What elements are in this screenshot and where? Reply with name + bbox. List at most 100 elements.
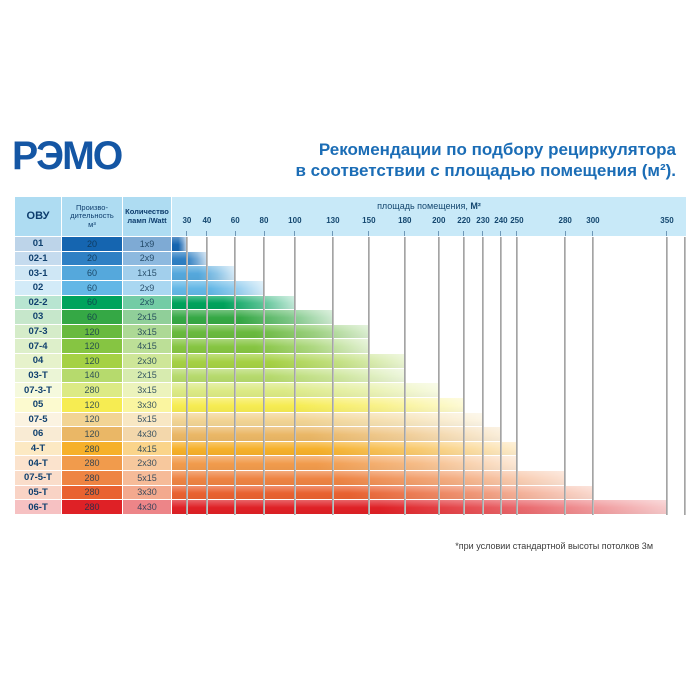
tick-mark (564, 231, 566, 236)
table-row: 07-3 120 3x15 (15, 324, 686, 340)
area-bar (172, 280, 264, 295)
tick-label: 220 (457, 216, 471, 225)
lamps-cell: 2x9 (123, 295, 172, 310)
tick-label: 300 (586, 216, 600, 225)
area-scale-unit: М² (470, 201, 481, 211)
tick-mark (666, 231, 668, 236)
model-cell: 07-3 (15, 324, 62, 339)
model-cell: 06 (15, 427, 62, 441)
tick-mark (463, 231, 465, 236)
model-cell: 05 (15, 397, 62, 412)
lamps-cell: 5x15 (123, 412, 172, 427)
model-cell: 07-3-Т (15, 383, 62, 397)
table-row: 07-4 120 4x15 (15, 339, 686, 354)
page-title: Рекомендации по подбору рециркулятора в … (295, 139, 676, 181)
bar-cell (172, 339, 686, 353)
bar-cell (172, 324, 686, 339)
model-cell: 02-1 (15, 251, 62, 266)
area-bar (172, 500, 667, 514)
table-row: 07-3-Т 280 3x15 (15, 383, 686, 398)
capacity-cell: 60 (62, 310, 123, 324)
tick-label: 40 (202, 216, 212, 225)
area-bar (172, 339, 369, 353)
tick-label: 350 (660, 216, 674, 225)
lamps-cell: 2x30 (123, 456, 172, 470)
capacity-cell: 280 (62, 471, 123, 485)
table-row: 03-Т 140 2x15 (15, 368, 686, 384)
lamps-cell: 3x15 (123, 383, 172, 397)
tick-label: 150 (362, 216, 376, 225)
area-bar (172, 427, 501, 441)
table-row: 06 120 4x30 (15, 427, 686, 442)
capacity-cell: 20 (62, 251, 123, 266)
header-lamps: Количество ламп /Watt (123, 197, 172, 237)
lamps-cell: 3x30 (123, 485, 172, 500)
area-scale-label-text: площадь помещения, (377, 201, 468, 211)
model-cell: 07-5 (15, 412, 62, 427)
tick-mark (332, 231, 334, 236)
model-cell: 04 (15, 354, 62, 368)
bar-cell (172, 251, 686, 266)
bar-cell (172, 456, 686, 470)
remo-logo: РЭМО (12, 134, 123, 178)
tick-label: 80 (259, 216, 269, 225)
lamps-cell: 5x15 (123, 471, 172, 485)
tick-label: 30 (182, 216, 192, 225)
model-cell: 4-Т (15, 441, 62, 456)
tick-label: 60 (230, 216, 240, 225)
area-bar (172, 324, 369, 339)
tick-label: 230 (476, 216, 490, 225)
area-bar (172, 456, 517, 470)
bar-cell (172, 266, 686, 280)
table-row: 03 60 2x15 (15, 310, 686, 325)
lamps-cell: 4x15 (123, 339, 172, 353)
area-bar (172, 471, 566, 485)
tick-mark (404, 231, 406, 236)
lamps-cell: 1x15 (123, 266, 172, 280)
table-row: 02-2 60 2x9 (15, 295, 686, 311)
header-capacity: Произво- дительность м³ (62, 197, 123, 237)
bar-cell (172, 441, 686, 456)
capacity-cell: 120 (62, 324, 123, 339)
bar-cell (172, 485, 686, 500)
table-row: 06-Т 280 4x30 (15, 500, 686, 515)
capacity-cell: 280 (62, 500, 123, 514)
table-row: 03-1 60 1x15 (15, 266, 686, 281)
model-cell: 07-5-Т (15, 471, 62, 485)
model-cell: 02 (15, 280, 62, 295)
model-cell: 03-Т (15, 368, 62, 383)
table-row: 07-5-Т 280 5x15 (15, 471, 686, 486)
tick-mark (294, 231, 296, 236)
lamps-cell: 1x9 (123, 237, 172, 251)
table-header: ОВУ Произво- дительность м³ Количество л… (15, 197, 686, 237)
bar-cell (172, 368, 686, 383)
capacity-cell: 280 (62, 383, 123, 397)
table-row: 05-Т 280 3x30 (15, 485, 686, 501)
tick-label: 280 (558, 216, 572, 225)
capacity-cell: 120 (62, 427, 123, 441)
model-cell: 06-Т (15, 500, 62, 514)
capacity-cell: 140 (62, 368, 123, 383)
bar-cell (172, 412, 686, 427)
area-bar (172, 354, 405, 368)
capacity-cell: 120 (62, 412, 123, 427)
tick-mark (438, 231, 440, 236)
capacity-cell: 280 (62, 441, 123, 456)
bar-cell (172, 310, 686, 324)
header-ovu: ОВУ (15, 197, 62, 237)
tick-mark (368, 231, 370, 236)
bar-cell (172, 354, 686, 368)
model-cell: 04-Т (15, 456, 62, 470)
tick-label: 180 (398, 216, 412, 225)
table-row: 05 120 3x30 (15, 397, 686, 413)
tick-label: 240 (494, 216, 508, 225)
tick-label: 100 (288, 216, 302, 225)
tick-mark (206, 231, 208, 236)
table-row: 01 20 1x9 (15, 237, 686, 252)
table-row: 04-Т 280 2x30 (15, 456, 686, 471)
tick-label: 130 (326, 216, 340, 225)
lamps-cell: 3x15 (123, 324, 172, 339)
capacity-cell: 280 (62, 456, 123, 470)
capacity-cell: 20 (62, 237, 123, 251)
bar-cell (172, 397, 686, 412)
